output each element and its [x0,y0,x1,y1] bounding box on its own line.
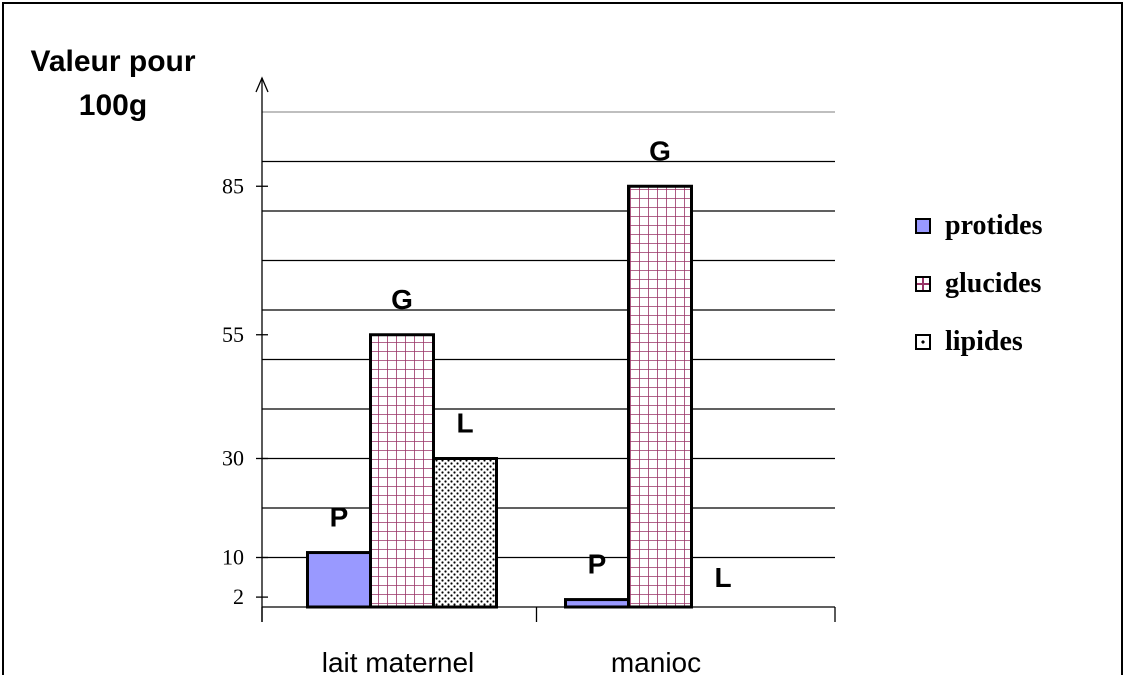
legend-label-lipides: lipides [945,326,1023,357]
bar-letter-glucides-1: G [649,135,671,166]
y-axis-arrow-icon [255,76,269,93]
legend-swatch-glucides [915,276,931,292]
bar-glucides-1 [627,184,693,609]
bar-letter-lipides-1: L [714,562,731,593]
y-tick-label: 85 [222,173,244,198]
bar-letter-glucides-0: G [391,284,413,315]
bar-letter-protides-0: P [330,502,349,533]
y-axis-title-line2: 100g [78,89,148,122]
bar-protides-1 [564,598,630,609]
category-label-0: lait maternel [322,647,475,675]
legend-swatch-lipides [915,334,931,350]
legend-item-lipides: lipides [915,313,1043,371]
y-tick-label: 55 [222,322,244,347]
legend-item-protides: protides [915,197,1043,255]
legend-swatch-protides [915,218,931,234]
bar-glucides-0 [369,333,435,609]
bar-letter-lipides-0: L [456,408,473,439]
y-tick-label: 10 [222,545,244,570]
bar-lipides-0 [432,457,498,609]
category-label-1: manioc [611,647,701,675]
legend-item-glucides: glucides [915,255,1043,313]
y-tick-label: 2 [233,584,244,609]
y-tick-label: 30 [222,446,244,471]
legend-label-protides: protides [945,210,1043,241]
legend-label-glucides: glucides [945,268,1042,299]
y-axis-title: Valeur pour 100g [8,40,218,128]
bar-protides-0 [306,551,372,609]
legend: protides glucides lipides [915,197,1043,371]
bar-letter-protides-1: P [588,549,607,580]
y-axis-title-line1: Valeur pour [30,45,196,78]
